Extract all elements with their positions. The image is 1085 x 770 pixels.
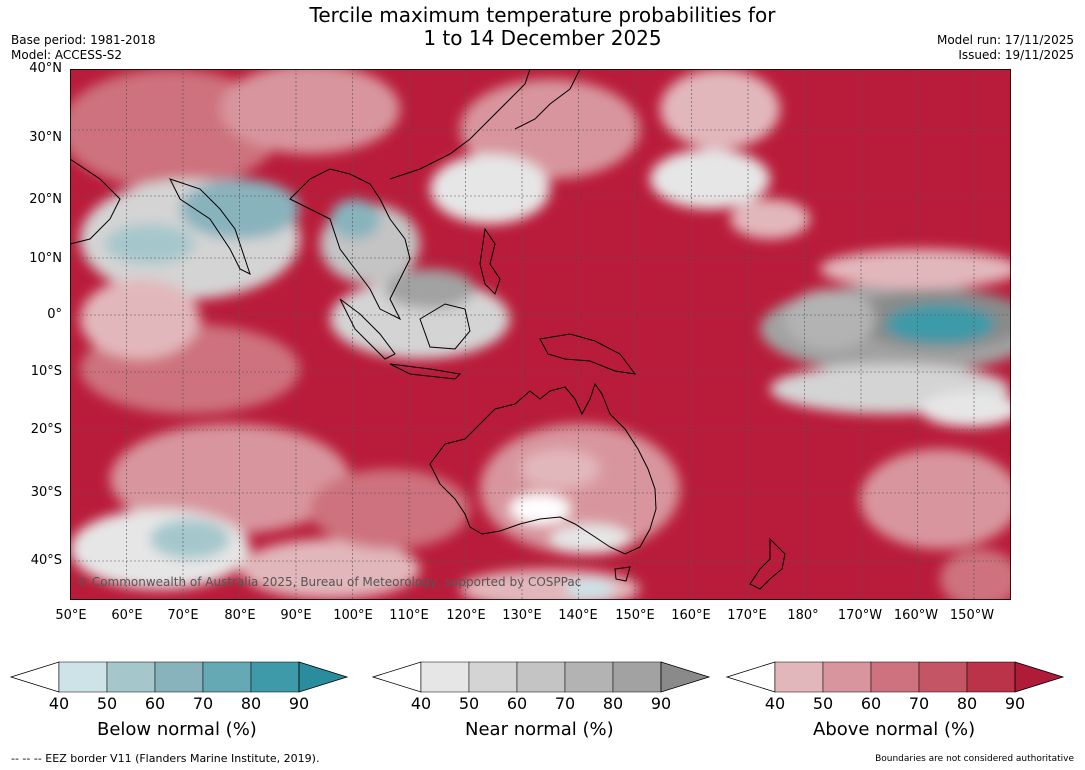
boundaries-note: Boundaries are not considered authoritat… [875, 754, 1074, 764]
lat-label-0: 0° [47, 307, 62, 322]
lon-label-60e: 60°E [111, 608, 143, 623]
colorbar-below-segment [298, 661, 349, 693]
above-tick: 40 [764, 694, 786, 713]
near-tick: 80 [602, 694, 624, 713]
meta-right: Model run: 17/11/2025 Issued: 19/11/2025 [937, 33, 1074, 63]
title-line-1: Tercile maximum temperature probabilitie… [309, 3, 776, 27]
lon-label-120e: 120°E [446, 608, 486, 623]
india-coast [169, 178, 251, 275]
lon-label-50e: 50°E [55, 608, 87, 623]
above-tick: 50 [812, 694, 834, 713]
new-guinea-coast [539, 333, 637, 375]
lon-label-160w: 160°W [893, 608, 939, 623]
lon-label-150w: 150°W [949, 608, 995, 623]
colorbar-near-segment [564, 661, 614, 693]
colorbar-above-segment [822, 661, 872, 693]
colorbar-above [725, 661, 1065, 693]
title-line-2: 1 to 14 December 2025 [423, 26, 662, 50]
below-tick: 40 [48, 694, 70, 713]
lon-label-130e: 130°E [502, 608, 542, 623]
lon-label-70e: 70°E [167, 608, 199, 623]
near-tick: 60 [506, 694, 528, 713]
philippines-coast [479, 227, 501, 295]
map-frame [70, 69, 1011, 600]
model-text: Model: ACCESS-S2 [11, 48, 123, 62]
japan-coast [514, 69, 581, 130]
lat-label-20n: 20°N [29, 192, 62, 207]
near-tick: 40 [410, 694, 432, 713]
lon-label-180: 180° [787, 608, 819, 623]
near-tick: 50 [458, 694, 480, 713]
below-tick: 50 [96, 694, 118, 713]
colorbar-below-segment [58, 661, 108, 693]
borneo-coast [419, 303, 471, 350]
java-coast [389, 363, 462, 380]
below-tick: 60 [144, 694, 166, 713]
below-tick: 80 [240, 694, 262, 713]
lon-label-90e: 90°E [280, 608, 312, 623]
colorbar-below-segment [202, 661, 252, 693]
above-normal-title: Above normal (%) [813, 719, 976, 740]
lon-label-160e: 160°E [671, 608, 711, 623]
near-tick: 90 [650, 694, 672, 713]
below-normal-title: Below normal (%) [97, 719, 257, 740]
colorbar-below-segment [154, 661, 204, 693]
below-tick: 70 [192, 694, 214, 713]
above-tick: 90 [1004, 694, 1026, 713]
sumatra-coast [339, 298, 396, 360]
colorbar-near-segment [660, 661, 711, 693]
graticule [70, 69, 1011, 600]
issued-text: Issued: 19/11/2025 [958, 48, 1074, 62]
above-tick: 70 [908, 694, 930, 713]
colorbar-near [371, 661, 711, 693]
colorbar-below-segment [250, 661, 300, 693]
lon-label-110e: 110°E [389, 608, 429, 623]
lat-label-40n: 40°N [29, 61, 62, 76]
lat-label-10n: 10°N [29, 251, 62, 266]
above-tick: 80 [956, 694, 978, 713]
lon-label-100e: 100°E [333, 608, 373, 623]
colorbar-near-segment [612, 661, 662, 693]
above-tick: 60 [860, 694, 882, 713]
colorbar-above-segment [870, 661, 920, 693]
colorbar-above-segment [966, 661, 1016, 693]
colorbar-below-segment [106, 661, 156, 693]
coastlines [70, 69, 786, 590]
colorbar-near-segment [420, 661, 470, 693]
lat-label-10s: 10°S [30, 364, 62, 379]
lon-label-80e: 80°E [224, 608, 256, 623]
arabia-coast [70, 158, 121, 245]
china-coast [389, 69, 531, 180]
lat-label-20s: 20°S [30, 422, 62, 437]
colorbar-above-segment [774, 661, 824, 693]
tasmania-coast [614, 566, 631, 582]
lat-label-30n: 30°N [29, 130, 62, 145]
near-normal-title: Near normal (%) [465, 719, 614, 740]
lon-label-140e: 140°E [558, 608, 598, 623]
colorbar-near-segment [516, 661, 566, 693]
colorbar-above-segment [1014, 661, 1065, 693]
eez-legend: -- -- -- EEZ border V11 (Flanders Marine… [11, 752, 320, 765]
lon-label-150e: 150°E [615, 608, 655, 623]
meta-left: Base period: 1981-2018 Model: ACCESS-S2 [11, 33, 156, 63]
indochina-coast [289, 168, 411, 321]
lon-label-170w: 170°W [837, 608, 883, 623]
colorbar-near-segment [468, 661, 518, 693]
near-tick: 70 [554, 694, 576, 713]
probability-map: © Commonwealth of Australia 2025, Bureau… [70, 69, 1011, 600]
new-zealand-coast [749, 537, 786, 590]
below-tick: 90 [288, 694, 310, 713]
lat-label-30s: 30°S [30, 485, 62, 500]
base-period-text: Base period: 1981-2018 [11, 33, 156, 47]
colorbars [9, 661, 1065, 693]
australia-coast [429, 382, 657, 555]
model-run-text: Model run: 17/11/2025 [936, 33, 1074, 47]
lon-label-170e: 170°E [727, 608, 767, 623]
colorbar-below [9, 661, 349, 693]
copyright-text: © Commonwealth of Australia 2025, Bureau… [76, 575, 581, 589]
colorbar-above-segment [918, 661, 968, 693]
map-title: Tercile maximum temperature probabilitie… [0, 4, 1085, 50]
lat-label-40s: 40°S [30, 553, 62, 568]
